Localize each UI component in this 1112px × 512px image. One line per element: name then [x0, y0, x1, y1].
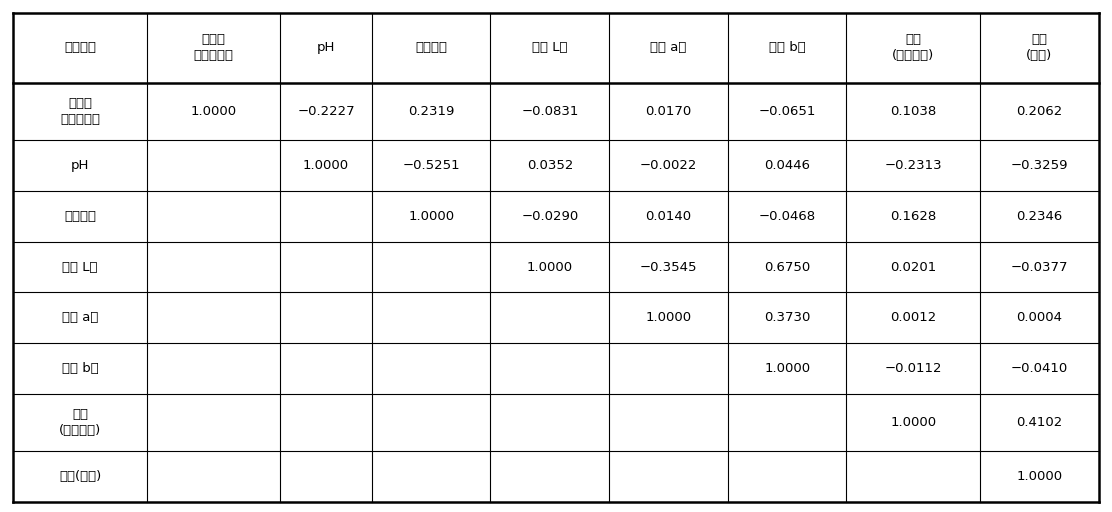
Text: 경도
(껑질포함): 경도 (껑질포함): [59, 408, 101, 437]
Text: 0.2319: 0.2319: [408, 105, 455, 118]
Text: 1.0000: 1.0000: [645, 311, 692, 324]
Text: 1.0000: 1.0000: [1016, 470, 1062, 483]
Text: pH: pH: [317, 41, 336, 54]
Text: 0.0170: 0.0170: [645, 105, 692, 118]
Text: −0.5251: −0.5251: [403, 159, 460, 172]
Text: 0.0004: 0.0004: [1016, 311, 1062, 324]
Text: −0.0112: −0.0112: [884, 362, 942, 375]
Text: 경도(박피): 경도(박피): [59, 470, 101, 483]
Text: 0.0012: 0.0012: [890, 311, 936, 324]
Text: 1.0000: 1.0000: [891, 416, 936, 429]
Text: −0.3545: −0.3545: [639, 261, 697, 273]
Text: 0.2346: 0.2346: [1016, 210, 1062, 223]
Text: 0.6750: 0.6750: [764, 261, 811, 273]
Text: −0.3259: −0.3259: [1011, 159, 1068, 172]
Text: 색도 b값: 색도 b값: [62, 362, 99, 375]
Text: 적정산도: 적정산도: [415, 41, 447, 54]
Text: −0.0377: −0.0377: [1011, 261, 1068, 273]
Text: −0.2313: −0.2313: [884, 159, 942, 172]
Text: 0.3730: 0.3730: [764, 311, 811, 324]
Text: 0.0140: 0.0140: [645, 210, 692, 223]
Text: pH: pH: [71, 159, 89, 172]
Text: 경도
(박피): 경도 (박피): [1026, 33, 1052, 62]
Text: 0.1038: 0.1038: [890, 105, 936, 118]
Text: 색도 L값: 색도 L값: [62, 261, 98, 273]
Text: 경도
(껑질포함): 경도 (껑질포함): [892, 33, 934, 62]
Text: −0.2227: −0.2227: [297, 105, 355, 118]
Text: 0.4102: 0.4102: [1016, 416, 1062, 429]
Text: 품질인자: 품질인자: [64, 41, 96, 54]
Text: −0.0651: −0.0651: [758, 105, 816, 118]
Text: −0.0410: −0.0410: [1011, 362, 1068, 375]
Text: 0.0352: 0.0352: [527, 159, 573, 172]
Text: 1.0000: 1.0000: [302, 159, 349, 172]
Text: 1.0000: 1.0000: [527, 261, 573, 273]
Text: −0.0290: −0.0290: [522, 210, 578, 223]
Text: 0.1628: 0.1628: [890, 210, 936, 223]
Text: 1.0000: 1.0000: [764, 362, 811, 375]
Text: 0.0446: 0.0446: [764, 159, 811, 172]
Text: 색도 L값: 색도 L값: [532, 41, 567, 54]
Text: 색도 b값: 색도 b값: [768, 41, 805, 54]
Text: −0.0468: −0.0468: [758, 210, 816, 223]
Text: −0.0022: −0.0022: [639, 159, 697, 172]
Text: 가용성
고형물함량: 가용성 고형물함량: [60, 97, 100, 126]
Text: 색도 a값: 색도 a값: [651, 41, 687, 54]
Text: 색도 a값: 색도 a값: [62, 311, 98, 324]
Text: 0.0201: 0.0201: [890, 261, 936, 273]
Text: 가용성
고형물함량: 가용성 고형물함량: [193, 33, 234, 62]
Text: 0.2062: 0.2062: [1016, 105, 1062, 118]
Text: 1.0000: 1.0000: [408, 210, 454, 223]
Text: 적정산도: 적정산도: [64, 210, 96, 223]
Text: 1.0000: 1.0000: [190, 105, 237, 118]
Text: −0.0831: −0.0831: [522, 105, 578, 118]
